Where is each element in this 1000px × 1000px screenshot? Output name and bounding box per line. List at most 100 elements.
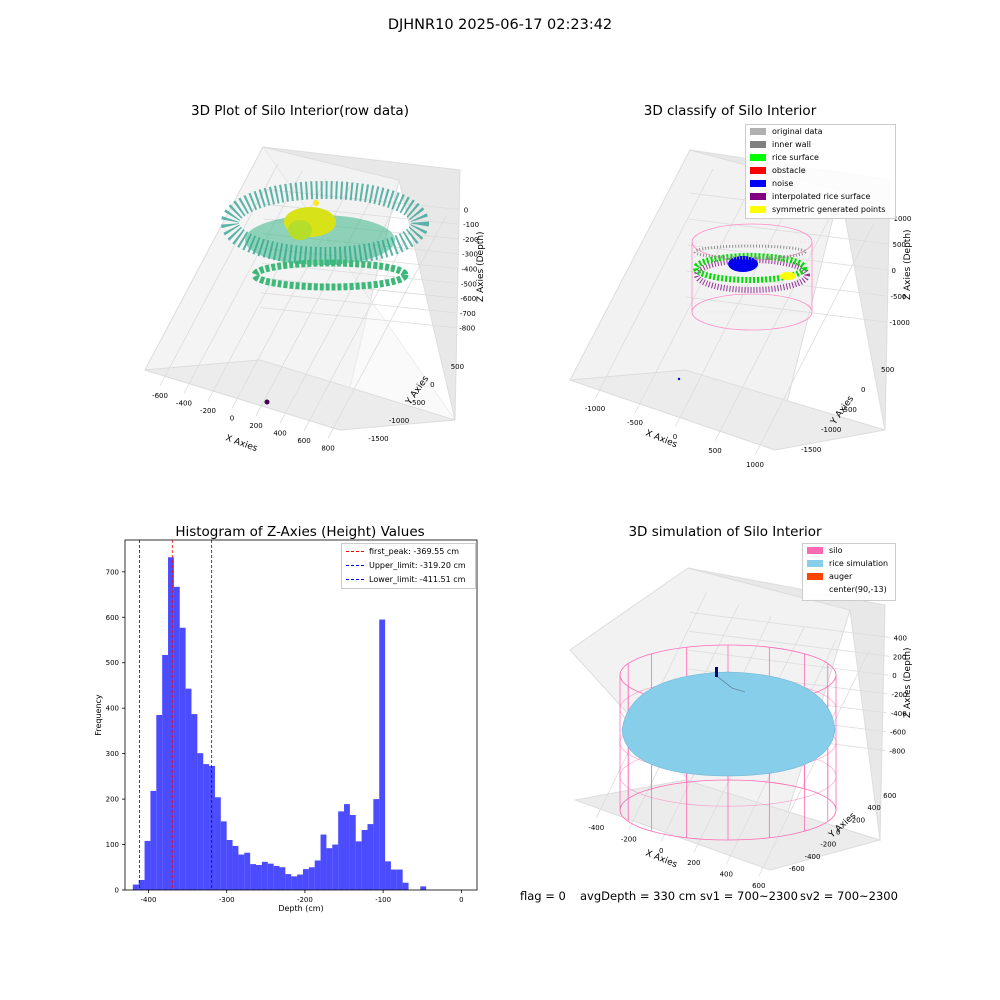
histogram-bar bbox=[420, 886, 427, 890]
raw-x-tick: -400 bbox=[176, 399, 192, 407]
cls-x-tick: -1000 bbox=[585, 405, 605, 413]
histogram-bar bbox=[267, 863, 274, 890]
histogram-x-label: Depth (cm) bbox=[278, 904, 323, 913]
simulation-auger bbox=[715, 667, 746, 693]
histogram-bar bbox=[173, 586, 180, 890]
raw-y-tick: -1000 bbox=[389, 417, 409, 425]
avg-depth-text: avgDepth = 330 cm bbox=[580, 889, 697, 903]
simulation-legend-label: center(90,-13) bbox=[829, 585, 887, 594]
histogram-bar bbox=[162, 655, 169, 890]
raw-point-cloud bbox=[221, 181, 429, 405]
raw-z-tick: 0 bbox=[464, 206, 468, 214]
cls-y-tick: -1500 bbox=[801, 446, 821, 454]
sim-y-tick: 0 bbox=[836, 829, 840, 837]
raw-z-tick: -400 bbox=[462, 266, 478, 274]
histogram-bar bbox=[326, 848, 333, 890]
histogram-bar bbox=[308, 867, 315, 890]
histogram-x-tick: -400 bbox=[141, 896, 157, 904]
classify-point-cloud bbox=[677, 223, 813, 381]
figure-title: DJHNR10 2025-06-17 02:23:42 bbox=[387, 17, 613, 33]
simulation-rice-surface bbox=[621, 671, 836, 777]
classify-legend-swatch bbox=[750, 128, 766, 135]
classify-legend-swatch bbox=[750, 180, 766, 187]
classify-z-label: Z Axies (Depth) bbox=[903, 229, 913, 300]
cls-y-tick: -1000 bbox=[821, 426, 841, 434]
sim-y-tick: -400 bbox=[805, 853, 821, 861]
histogram-bar bbox=[285, 874, 292, 890]
simulation-legend-swatch bbox=[807, 573, 823, 580]
raw-x-tick: -200 bbox=[200, 407, 216, 415]
histogram-bar bbox=[256, 865, 262, 890]
histogram-bar bbox=[385, 861, 391, 890]
histogram-bar bbox=[261, 861, 268, 890]
raw-z-tick: -100 bbox=[463, 221, 479, 229]
histogram-bar bbox=[361, 830, 368, 890]
raw-x-label: X Axies bbox=[224, 433, 259, 454]
simulation-3d-plot: -400-20002004006006004002000-200-400-600… bbox=[569, 567, 913, 890]
histogram-y-tick: 500 bbox=[106, 659, 119, 667]
raw-3d-plot: -600-400-20002004006008005000-500-1000-1… bbox=[144, 146, 486, 454]
simulation-plot-title: 3D simulation of Silo Interior bbox=[628, 524, 822, 540]
cls-z-tick: -500 bbox=[891, 293, 907, 301]
histogram-y-tick: 600 bbox=[106, 614, 119, 622]
sv1-text: sv1 = 700~2300 bbox=[700, 889, 798, 903]
sv2-text: sv2 = 700~2300 bbox=[800, 889, 898, 903]
histogram-bar bbox=[132, 884, 139, 890]
histogram-bar bbox=[355, 841, 362, 890]
raw-x-tick: 600 bbox=[297, 437, 310, 445]
histogram-bar bbox=[402, 882, 409, 890]
histogram-bar bbox=[244, 852, 251, 890]
histogram-legend: first_peak: -369.55 cm Upper_limit: -319.… bbox=[341, 543, 476, 589]
raw-y-tick: -500 bbox=[410, 399, 426, 407]
classify-legend-swatch bbox=[750, 167, 766, 174]
sim-z-tick: 0 bbox=[892, 672, 896, 680]
raw-z-tick: -800 bbox=[459, 325, 475, 333]
raw-x-tick: 400 bbox=[273, 429, 286, 437]
histogram-x-tick: -300 bbox=[219, 896, 235, 904]
cls-x-tick: 500 bbox=[708, 447, 721, 455]
simulation-legend-swatch bbox=[807, 586, 823, 593]
sim-y-tick: 400 bbox=[867, 804, 880, 812]
sim-x-tick: 200 bbox=[687, 859, 700, 867]
sim-y-tick: -200 bbox=[820, 841, 836, 849]
histogram-bar bbox=[185, 688, 192, 890]
histogram-legend-label: Upper_limit: -319.20 cm bbox=[369, 560, 466, 570]
simulation-legend-label: auger bbox=[829, 572, 853, 581]
sim-y-tick: 600 bbox=[883, 792, 896, 800]
sim-y-tick: -600 bbox=[789, 865, 805, 873]
raw-z-tick: -600 bbox=[460, 295, 476, 303]
histogram-legend-label: Lower_limit: -411.51 cm bbox=[369, 574, 466, 584]
simulation-legend-label: silo bbox=[829, 546, 843, 555]
sim-x-tick: -200 bbox=[621, 836, 637, 844]
histogram-bar bbox=[314, 860, 321, 890]
classify-legend-swatch bbox=[750, 154, 766, 161]
histogram-bar bbox=[168, 557, 174, 890]
sim-x-tick: -400 bbox=[588, 824, 604, 832]
histogram-bar bbox=[238, 854, 245, 890]
histogram-bar bbox=[250, 864, 257, 890]
histogram-legend-item: Upper_limit: -319.20 cm bbox=[346, 558, 475, 572]
histogram-bar bbox=[156, 715, 163, 890]
classify-legend-label: rice surface bbox=[772, 153, 819, 162]
histogram-bar bbox=[197, 753, 204, 890]
simulation-legend-item: auger bbox=[807, 570, 895, 583]
histogram-bar bbox=[226, 840, 233, 890]
raw-z-label: Z Axies (Depth) bbox=[476, 231, 486, 302]
histogram-legend-swatch bbox=[346, 564, 364, 566]
histogram-bar bbox=[338, 811, 345, 890]
simulation-legend-swatch bbox=[807, 560, 823, 567]
classify-legend-label: inner wall bbox=[772, 140, 812, 149]
histogram-bar bbox=[332, 844, 339, 890]
sim-z-tick: 400 bbox=[894, 634, 907, 642]
classify-3d-plot: -1000 -500 0 500 1000 500 0 -500 -1000 -1500 1000 5… bbox=[569, 149, 913, 469]
flag-text: flag = 0 bbox=[520, 889, 566, 903]
histogram-bar bbox=[203, 764, 210, 890]
raw-z-tick: -700 bbox=[460, 310, 476, 318]
sim-z-tick: 200 bbox=[893, 653, 906, 661]
raw-y-tick: 500 bbox=[451, 363, 464, 371]
classify-legend-label: original data bbox=[772, 127, 823, 136]
classify-legend-label: obstacle bbox=[772, 166, 806, 175]
sim-z-tick: -400 bbox=[891, 710, 907, 718]
cls-y-tick: -500 bbox=[841, 406, 857, 414]
classify-legend-swatch bbox=[750, 206, 766, 213]
